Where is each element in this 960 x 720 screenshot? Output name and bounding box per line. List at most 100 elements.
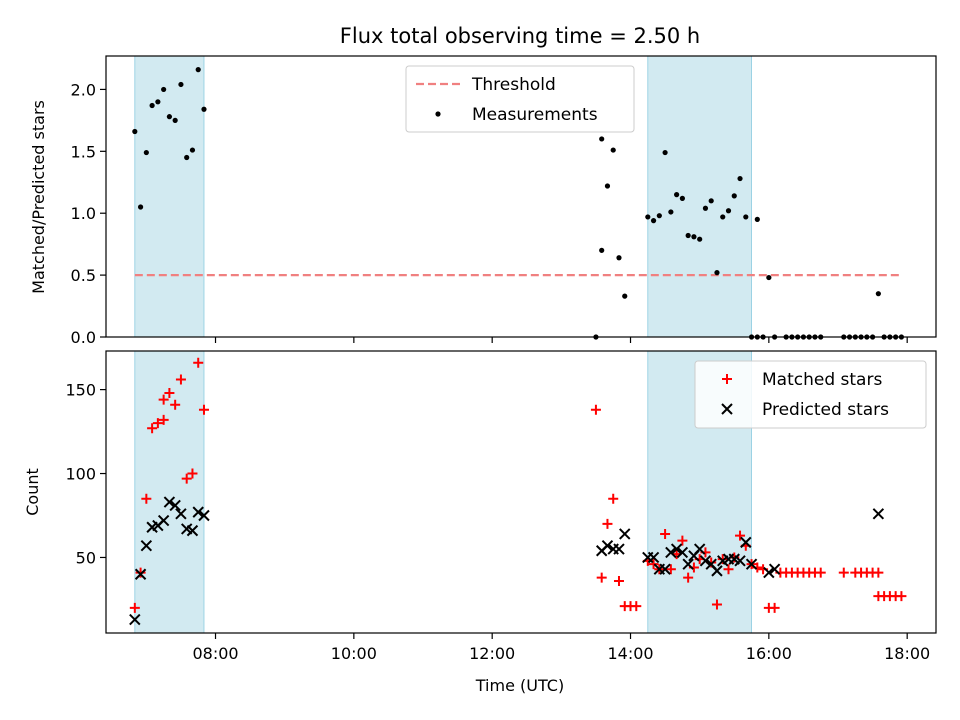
matched-star-point [596, 572, 607, 583]
matched-star-point [158, 414, 169, 425]
legend-threshold-label: Threshold [471, 75, 556, 95]
legend-box [694, 360, 927, 429]
measurement-point [668, 209, 674, 215]
predicted-star-point [745, 558, 758, 570]
matched-star-point [175, 374, 186, 385]
predicted-star-point [768, 563, 781, 575]
predicted-star-point [676, 546, 689, 559]
y-tick-label: 150 [65, 381, 96, 400]
chart-title: Flux total observing time = 2.50 h [340, 24, 700, 48]
matched-star-point [631, 601, 642, 612]
x-tick-label: 12:00 [469, 644, 515, 663]
measurement-point [650, 218, 657, 224]
matched-star-point [152, 418, 163, 429]
measurement-point [137, 204, 144, 210]
measurement-point [143, 149, 149, 156]
y-tick-label: 1.0 [71, 204, 96, 223]
matched-star-point [198, 404, 209, 415]
matched-star-point [665, 564, 676, 575]
predicted-star-point [699, 555, 712, 567]
x-tick-label: 18:00 [884, 644, 930, 663]
legend-measurements-label: Measurements [472, 105, 598, 125]
predicted-star-point [872, 508, 885, 520]
matched-star-point [896, 591, 907, 602]
bottom-y-axis-label: Count [23, 468, 42, 516]
measurement-point [697, 236, 703, 242]
legend-measurements-swatch [435, 111, 441, 117]
predicted-star-point [670, 543, 683, 555]
predicted-star-point [601, 540, 614, 552]
matched-star-point [608, 493, 619, 504]
x-tick-label: 10:00 [331, 644, 377, 663]
x-tick-label: 16:00 [746, 644, 792, 663]
bottom-plot-area: 50 100 150 08:00 10:00 12:00 14:00 16:00 18:00 Ma… [65, 350, 937, 663]
measurement-point [754, 216, 760, 223]
y-tick-label: 50 [76, 548, 96, 567]
measurement-point [599, 247, 605, 253]
plot-frame [105, 55, 937, 338]
predicted-star-point [157, 514, 170, 527]
measurement-point [172, 117, 178, 123]
measurement-point [132, 128, 138, 135]
shaded-span [134, 55, 205, 338]
measurement-point [737, 175, 743, 182]
measurement-point [599, 136, 605, 142]
matched-star-point [683, 572, 694, 583]
matched-star-point [590, 404, 601, 415]
x-tick-label: 08:00 [192, 644, 238, 663]
y-tick-label: 0.0 [71, 328, 96, 347]
matched-star-point [602, 518, 613, 529]
measurement-point [189, 147, 196, 153]
x-tick-label: 14:00 [607, 644, 653, 663]
matched-star-point [181, 473, 192, 484]
matched-star-point [129, 602, 140, 613]
predicted-star-point [129, 613, 141, 626]
matched-star-point [769, 602, 780, 613]
measurement-point [766, 274, 772, 281]
predicted-star-point [134, 568, 147, 580]
predicted-star-point [613, 543, 625, 555]
matched-star-point [815, 567, 826, 578]
predicted-star-point [186, 524, 199, 537]
matched-star-point [147, 423, 158, 434]
matched-star-point [723, 564, 734, 575]
measurement-point [166, 114, 173, 120]
matched-star-point [873, 567, 884, 578]
legend-box [405, 65, 635, 133]
measurement-point [645, 214, 651, 220]
measurement-point [155, 99, 161, 105]
measurement-point [691, 234, 697, 240]
measurement-point [610, 147, 616, 153]
predicted-star-point [192, 506, 204, 518]
measurement-point [674, 192, 680, 198]
measurement-point [731, 193, 737, 199]
legend-matched-label: Matched stars [762, 370, 882, 390]
matched-star-point [135, 567, 146, 578]
y-tick-label: 2.0 [71, 80, 96, 99]
measurement-point [656, 213, 662, 219]
y-tick-label: 100 [65, 465, 96, 484]
predicted-star-point [740, 536, 752, 549]
shaded-span [134, 350, 205, 634]
measurement-point [149, 102, 155, 109]
measurement-point [604, 183, 611, 189]
predicted-star-point [734, 555, 746, 567]
y-tick-label: 0.5 [71, 266, 96, 285]
measurement-point [743, 214, 749, 220]
predicted-star-point [693, 543, 706, 555]
predicted-star-point [619, 528, 631, 540]
measurement-point [875, 291, 881, 297]
measurement-point [201, 106, 207, 112]
predicted-star-point [763, 566, 775, 579]
top-y-axis-label: Matched/Predicted stars [29, 100, 48, 294]
predicted-star-point [140, 540, 153, 552]
measurement-point [195, 67, 201, 73]
top-plot-area: 0.0 0.5 1.0 1.5 2.0 Threshold Measurements [71, 55, 937, 347]
measurement-point [714, 270, 720, 276]
matched-star-point [158, 394, 169, 405]
measurement-point [662, 149, 668, 156]
matched-star-point [187, 468, 198, 479]
legend-predicted-label: Predicted stars [762, 400, 889, 420]
legend-predicted-swatch [721, 403, 733, 415]
matched-star-point [193, 357, 204, 368]
